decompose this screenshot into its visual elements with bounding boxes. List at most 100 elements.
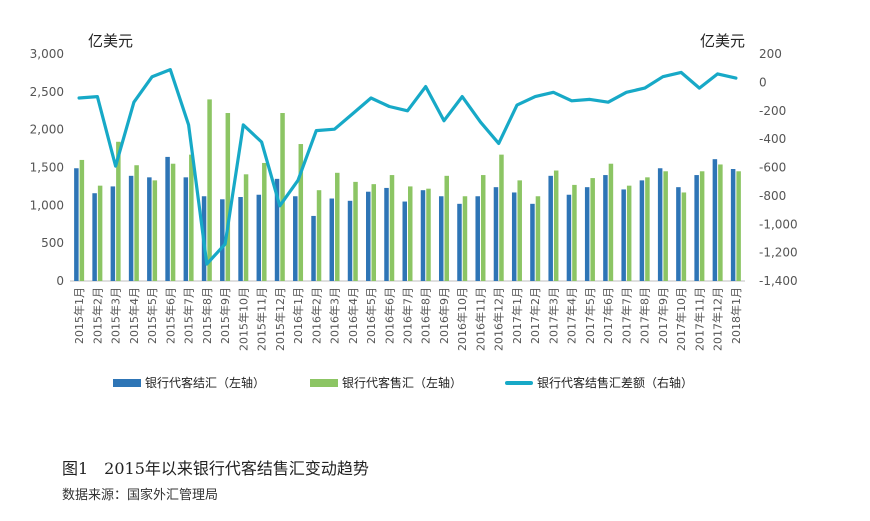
right-tick-label: -200 (759, 104, 786, 118)
bar-buy (584, 187, 590, 281)
bar-sell (189, 154, 194, 281)
x-tick-label: 2016年1月 (291, 287, 305, 344)
right-tick-label: -1,400 (759, 274, 798, 288)
bar-sell (553, 170, 559, 281)
figure-title: 图1 2015年以来银行代客结售汇变动趋势 (62, 459, 369, 478)
bar-sell (389, 175, 395, 281)
bar-buy (712, 159, 718, 281)
bar-sell (97, 185, 103, 281)
x-tick-label: 2016年2月 (309, 287, 323, 344)
bar-sell (535, 196, 541, 281)
x-tick-label: 2017年6月 (601, 287, 615, 344)
right-tick-label: 200 (759, 47, 782, 61)
x-tick-label: 2017年10月 (674, 287, 688, 351)
bar-buy (220, 199, 225, 281)
x-tick-label: 2017年8月 (638, 287, 652, 344)
bar-buy (548, 175, 553, 281)
x-tick-label: 2015年9月 (218, 287, 232, 344)
bar-buy (511, 192, 517, 281)
left-tick-label: 1,500 (30, 161, 64, 175)
bar-buy (311, 215, 316, 281)
bar-buy (657, 168, 663, 281)
line-layer (77, 67, 738, 266)
x-tick-label: 2017年7月 (619, 287, 633, 344)
x-tick-label: 2017年5月 (583, 287, 597, 344)
x-tick-label: 2016年10月 (455, 287, 469, 351)
x-tick-label: 2015年2月 (90, 287, 104, 344)
x-tick-label: 2016年8月 (419, 287, 433, 344)
x-axis: 2015年1月 2015年2月 2015年3月 2015年4月 2015年5月 2015年… (70, 280, 745, 351)
legend: 银行代客结汇（左轴） 银行代客售汇（左轴） 银行代客结售汇差额（右轴） (0, 374, 870, 394)
bar-sell (134, 165, 139, 281)
bar-buy (676, 187, 681, 281)
x-tick-label: 2015年4月 (127, 287, 141, 344)
bar-buy (420, 190, 426, 281)
bar-buy (256, 194, 262, 281)
bar-sell (280, 113, 285, 282)
bar-buy (147, 177, 152, 281)
legend-label-buy: 银行代客结汇（左轴） (145, 376, 266, 390)
bar-sell (736, 171, 741, 281)
bar-sell (207, 99, 212, 282)
left-tick-label: 1,000 (30, 198, 64, 212)
x-tick-label: 2017年9月 (656, 287, 670, 344)
bar-buy (566, 194, 572, 281)
bar-buy (694, 175, 699, 281)
right-tick-label: -1,200 (759, 246, 798, 260)
x-tick-label: 2015年3月 (109, 287, 123, 344)
bar-buy (128, 175, 134, 281)
left-tick-label: 0 (56, 274, 64, 288)
x-tick-label: 2017年4月 (565, 287, 579, 344)
x-tick-label: 2017年3月 (546, 287, 560, 344)
bar-buy (238, 197, 243, 281)
left-axis: 0 500 1,000 1,500 2,000 2,500 3,000 (30, 47, 64, 288)
x-tick-label: 2016年5月 (364, 287, 378, 344)
combo-chart: 0 500 1,000 1,500 2,000 2,500 3,000 -1,400 -1,2… (30, 47, 798, 351)
bar-buy (165, 156, 170, 281)
x-tick-label: 2015年5月 (145, 287, 159, 344)
figure-source: 数据来源：国家外汇管理局 (62, 488, 219, 503)
legend-item-buy: 银行代客结汇（左轴） (113, 374, 265, 391)
bar-sell (590, 178, 595, 281)
right-tick-label: -400 (759, 132, 786, 146)
left-tick-label: 3,000 (30, 47, 64, 61)
bar-sell (444, 175, 449, 281)
x-tick-label: 2017年11月 (692, 287, 706, 351)
x-tick-label: 2016年6月 (382, 287, 396, 344)
bar-buy (329, 198, 335, 281)
bar-buy (621, 189, 626, 281)
bar-sell (371, 184, 377, 281)
bar-sell (426, 188, 431, 281)
bar-sell (572, 184, 577, 281)
x-tick-label: 2017年12月 (711, 287, 725, 351)
bar-buy (493, 187, 499, 281)
left-tick-label: 2,500 (30, 85, 64, 99)
bar-buy (730, 169, 736, 281)
bar-buy (74, 168, 79, 281)
bar-buy (530, 203, 535, 281)
left-tick-label: 2,000 (30, 123, 64, 137)
bar-sell (243, 174, 249, 281)
x-tick-label: 2015年7月 (182, 287, 196, 344)
bar-sell (645, 177, 650, 281)
x-tick-label: 2015年6月 (163, 287, 177, 344)
bar-sell (152, 180, 158, 281)
legend-swatch-sell (310, 378, 338, 387)
bar-buy (402, 201, 407, 281)
x-tick-label: 2017年1月 (510, 287, 524, 344)
x-tick-label: 2016年12月 (492, 287, 506, 351)
bar-buy (274, 178, 280, 281)
x-tick-label: 2015年12月 (273, 287, 287, 351)
x-tick-label: 2016年9月 (437, 287, 451, 344)
bar-sell (316, 190, 322, 281)
legend-label-sell: 银行代客售汇（左轴） (342, 376, 463, 390)
legend-item-diff: 银行代客结售汇差额（右轴） (505, 374, 693, 391)
bar-sell (116, 141, 121, 281)
bar-sell (170, 163, 176, 281)
bar-sell (663, 171, 668, 281)
bar-buy (639, 180, 645, 281)
bar-buy (603, 175, 608, 281)
bar-buy (457, 203, 462, 281)
x-tick-label: 2018年1月 (729, 287, 743, 344)
bar-buy (366, 191, 371, 281)
